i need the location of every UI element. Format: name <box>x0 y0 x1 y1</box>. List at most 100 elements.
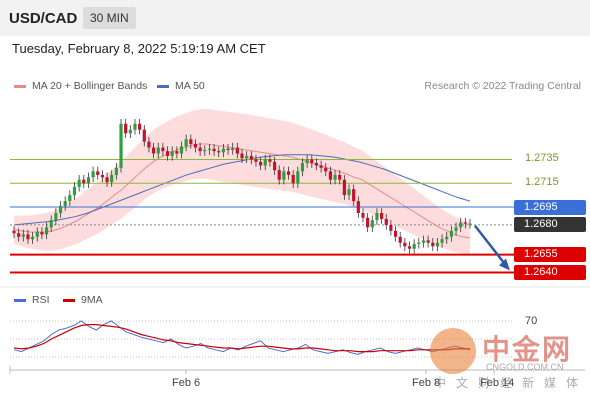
bollinger-band <box>14 109 470 254</box>
ma50-swatch <box>157 84 169 88</box>
candle-92 <box>440 239 444 243</box>
candle-98 <box>468 223 472 225</box>
candle-91 <box>435 242 440 247</box>
legend-ma20: MA 20 + Bollinger Bands <box>14 80 147 92</box>
candle-95 <box>454 227 458 231</box>
candle-47 <box>231 147 235 150</box>
candle-71 <box>342 179 346 196</box>
candle-56 <box>272 161 277 171</box>
candle-62 <box>300 163 305 172</box>
candle-45 <box>221 148 225 153</box>
candle-13 <box>72 186 77 196</box>
candle-20 <box>105 177 109 183</box>
candle-54 <box>263 159 267 166</box>
level-tag-4: 1.2655 <box>514 247 586 263</box>
candle-17 <box>91 171 95 178</box>
cngold-logo-icon <box>430 328 476 374</box>
candle-23 <box>119 123 123 168</box>
candle-19 <box>100 174 105 178</box>
ma9-swatch <box>63 298 75 302</box>
candle-72 <box>347 189 351 196</box>
candle-59 <box>286 171 291 175</box>
candle-34 <box>170 151 174 156</box>
forecast-arrowhead <box>499 258 510 271</box>
level-label-0: 1.2735 <box>525 152 559 165</box>
candle-83 <box>398 236 402 243</box>
candle-96 <box>459 222 463 228</box>
candle-7 <box>44 227 49 235</box>
candle-8 <box>49 220 53 228</box>
candle-65 <box>314 163 319 166</box>
candle-66 <box>319 165 323 168</box>
candle-22 <box>114 167 118 175</box>
candle-16 <box>86 177 91 184</box>
candle-75 <box>361 213 365 218</box>
rsi-swatch <box>14 298 26 302</box>
candle-44 <box>217 151 221 153</box>
candle-41 <box>203 149 207 152</box>
copyright: Research © 2022 Trading Central <box>424 80 581 92</box>
candle-63 <box>305 159 309 164</box>
candle-50 <box>245 155 249 159</box>
candle-84 <box>403 242 407 247</box>
candle-67 <box>324 167 328 172</box>
candle-24 <box>124 123 128 134</box>
candle-29 <box>147 141 151 148</box>
legend-rsi-label: RSI <box>32 294 50 306</box>
candle-30 <box>151 147 156 154</box>
candle-70 <box>338 174 342 180</box>
candle-43 <box>212 148 216 152</box>
candle-12 <box>68 195 72 202</box>
level-tag-3: 1.2680 <box>514 217 586 233</box>
candle-38 <box>189 139 193 145</box>
candle-51 <box>249 155 253 160</box>
candle-21 <box>110 174 114 183</box>
candle-42 <box>207 148 212 150</box>
candle-93 <box>445 236 449 240</box>
candle-36 <box>179 146 184 154</box>
candle-88 <box>421 240 426 243</box>
level-label-1: 1.2715 <box>525 176 559 189</box>
candle-1 <box>17 233 21 237</box>
candle-37 <box>184 139 188 147</box>
candle-10 <box>58 205 63 214</box>
candle-4 <box>31 236 35 240</box>
candle-80 <box>384 218 388 225</box>
candle-82 <box>393 230 398 237</box>
candle-81 <box>389 224 393 231</box>
candle-86 <box>412 243 416 249</box>
legend-ma20-label: MA 20 + Bollinger Bands <box>32 80 148 92</box>
candle-97 <box>463 222 467 224</box>
candle-46 <box>226 148 230 150</box>
legend-ma50: MA 50 <box>157 80 205 92</box>
level-tag-5: 1.2640 <box>514 264 586 280</box>
currency-pair: USD/CAD <box>9 10 78 27</box>
x-tick-label-1: Feb 8 <box>412 377 441 389</box>
x-tick-label-2: Feb 14 <box>480 377 515 389</box>
candle-57 <box>277 170 281 180</box>
candle-15 <box>82 179 86 184</box>
candle-5 <box>35 232 39 237</box>
rsi-level-70: 70 <box>525 315 538 327</box>
candle-25 <box>128 129 132 134</box>
candle-87 <box>417 242 421 244</box>
candle-40 <box>198 147 202 152</box>
x-tick-label-0: Feb 6 <box>172 377 201 389</box>
candle-18 <box>96 171 100 175</box>
candle-2 <box>21 234 25 237</box>
candle-61 <box>296 171 300 184</box>
candle-64 <box>310 159 314 164</box>
rsi-line <box>13 320 471 355</box>
candle-85 <box>407 246 412 249</box>
timeframe-button[interactable]: 30 MIN <box>83 7 136 29</box>
candle-74 <box>356 201 360 214</box>
candle-52 <box>254 159 258 162</box>
legend-9ma: 9MA <box>63 294 103 306</box>
watermark-subtitle: 中文财经新媒体 <box>434 376 589 390</box>
candle-39 <box>193 144 198 148</box>
forecast-arrow <box>474 224 507 267</box>
candle-69 <box>333 174 337 180</box>
legend-9ma-label: 9MA <box>81 294 103 306</box>
legend-ma50-label: MA 50 <box>175 80 205 92</box>
candle-90 <box>431 242 435 247</box>
